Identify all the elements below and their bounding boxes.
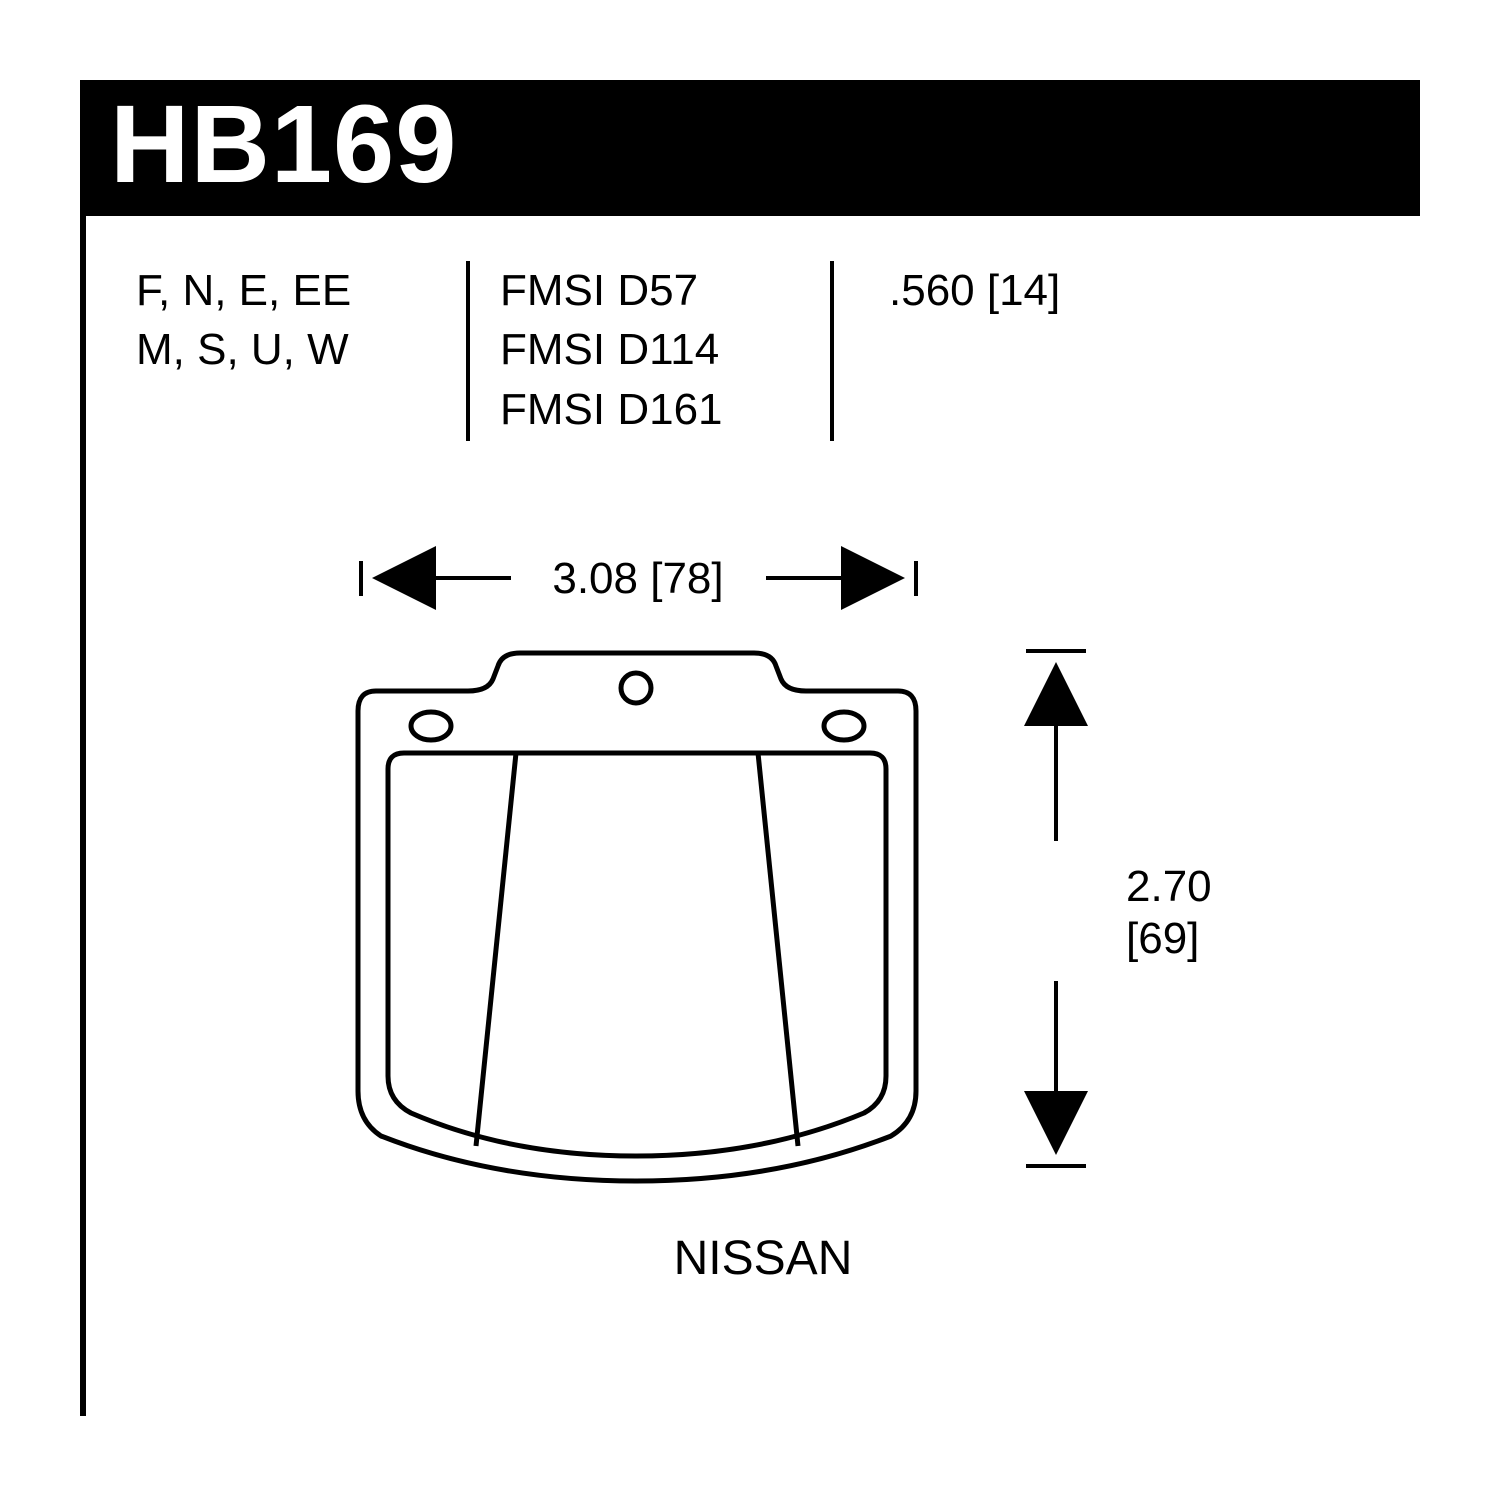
- brake-pad-shape: [358, 653, 916, 1181]
- part-number: HB169: [110, 83, 457, 206]
- brand-footer: NISSAN: [126, 1231, 1400, 1286]
- fmsi-3: FMSI D161: [500, 380, 800, 439]
- thickness-value: .560 [14]: [889, 261, 1084, 320]
- pad-diagram: 3.08 [78] 2.70 [69]: [126, 521, 1426, 1221]
- fmsi-column: FMSI D57 FMSI D114 FMSI D161: [470, 261, 830, 451]
- fmsi-1: FMSI D57: [500, 261, 800, 320]
- codes-column: F, N, E, EE M, S, U, W: [126, 261, 466, 451]
- title-bar: HB169: [80, 80, 1420, 216]
- codes-line-1: F, N, E, EE: [136, 261, 436, 320]
- content-frame: F, N, E, EE M, S, U, W FMSI D57 FMSI D11…: [80, 216, 1420, 1416]
- codes-line-2: M, S, U, W: [136, 320, 436, 379]
- info-row: F, N, E, EE M, S, U, W FMSI D57 FMSI D11…: [126, 261, 1400, 451]
- diagram-area: 3.08 [78] 2.70 [69]: [126, 521, 1400, 1221]
- height-in-text: 2.70: [1126, 862, 1212, 911]
- width-dim-text: 3.08 [78]: [552, 554, 723, 603]
- height-mm-text: [69]: [1126, 914, 1199, 963]
- thickness-column: .560 [14]: [834, 261, 1114, 451]
- fmsi-2: FMSI D114: [500, 320, 800, 379]
